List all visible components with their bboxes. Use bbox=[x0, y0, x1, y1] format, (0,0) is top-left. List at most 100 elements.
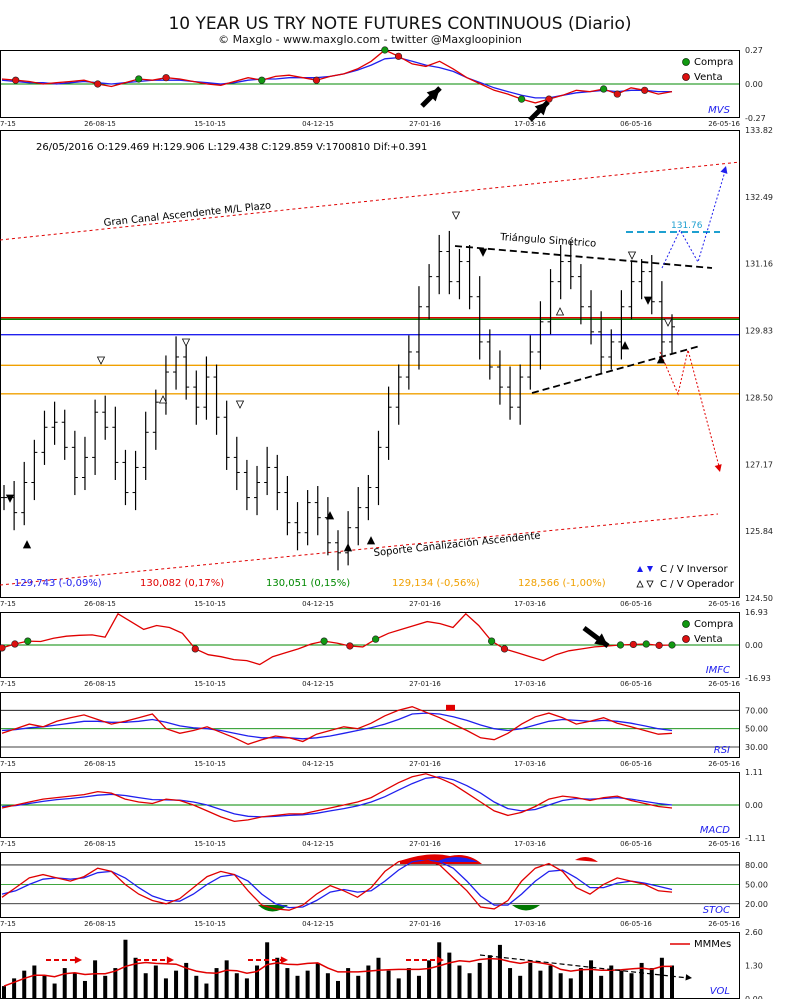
buy-marker bbox=[24, 637, 32, 645]
volume-bar bbox=[295, 975, 300, 999]
volume-bar bbox=[427, 960, 432, 999]
stoc-oversold-fill-2 bbox=[512, 905, 540, 911]
volume-bar bbox=[285, 968, 290, 999]
x-tick-label: 27-01-16 bbox=[409, 680, 441, 688]
volume-bar bbox=[356, 975, 361, 999]
sell-marker bbox=[191, 645, 199, 653]
y-tick-label: -1.11 bbox=[745, 834, 766, 843]
y-tick-label: 0.00 bbox=[745, 80, 763, 89]
y-tick-label: 80.00 bbox=[745, 861, 768, 870]
volume-bar bbox=[2, 986, 6, 999]
y-tick-label: 131.16 bbox=[745, 260, 773, 269]
stoc-blue-line bbox=[1, 859, 673, 909]
buy-marker bbox=[517, 95, 526, 103]
volume-bar bbox=[457, 965, 462, 999]
legend-sell-label: Venta bbox=[694, 634, 723, 645]
y-axis-3: 70.00 50.00 30.00 bbox=[745, 706, 768, 752]
y-tick-label: 2.60 bbox=[745, 928, 763, 937]
level-value-label: 130,051 (0,15%) bbox=[266, 578, 350, 589]
upper-channel-line bbox=[0, 161, 741, 241]
y-tick-label: 20.00 bbox=[745, 900, 768, 909]
buy-marker bbox=[616, 641, 625, 649]
buy-triangle-icon bbox=[158, 395, 168, 404]
rsi-blue-line bbox=[1, 712, 673, 740]
volume-bar bbox=[396, 978, 401, 999]
ohlc-readout: 26/05/2016 O:129.469 H:129.906 L:129.438… bbox=[36, 142, 427, 153]
sell-triangle-icon bbox=[627, 251, 637, 260]
volume-bar bbox=[589, 960, 594, 999]
sell-marker bbox=[0, 644, 6, 652]
sell-marker bbox=[11, 640, 19, 648]
x-axis-0: 7-15 26-08-15 15-10-15 04-12-15 27-01-16 17-0… bbox=[0, 120, 741, 128]
volume-bar bbox=[244, 978, 249, 999]
y-tick-label: -0.27 bbox=[745, 114, 766, 123]
buy-triangle-icon bbox=[366, 536, 376, 545]
buy-marker bbox=[488, 637, 496, 645]
volume-bar bbox=[153, 965, 158, 999]
x-tick-label: 7-15 bbox=[0, 840, 16, 848]
y-axis-6: 2.60 1.30 0.00 bbox=[745, 928, 763, 999]
y-tick-label: 125.84 bbox=[745, 527, 773, 536]
volume-bar bbox=[670, 965, 674, 999]
x-tick-label: 15-10-15 bbox=[194, 120, 226, 128]
volume-bar bbox=[629, 973, 634, 999]
volume-bar bbox=[416, 975, 421, 999]
y-tick-label: 70.00 bbox=[745, 706, 768, 715]
volume-bar bbox=[346, 968, 351, 999]
volume-bar bbox=[143, 973, 148, 999]
x-tick-label: 17-03-16 bbox=[514, 600, 546, 608]
x-tick-label: 06-05-16 bbox=[620, 920, 652, 928]
rsi-red-line bbox=[1, 706, 673, 745]
triangle-label: Triángulo Simétrico bbox=[499, 231, 597, 250]
sell-marker bbox=[346, 642, 354, 650]
volume-bar bbox=[123, 939, 128, 999]
chart-title: 10 YEAR US TRY NOTE FUTURES CONTINUOUS (… bbox=[168, 14, 632, 34]
x-tick-label: 26-05-16 bbox=[708, 680, 740, 688]
volume-bar bbox=[234, 973, 239, 999]
x-tick-label: 26-05-16 bbox=[708, 120, 740, 128]
volume-bar bbox=[548, 965, 553, 999]
y-axis-1: 133.82 132.49 131.16 129.83 128.50 127.17 125.… bbox=[745, 126, 773, 603]
volume-trend-arrow-head bbox=[685, 974, 692, 981]
x-tick-label: 04-12-15 bbox=[302, 760, 334, 768]
x-tick-label: 26-08-15 bbox=[84, 840, 116, 848]
volume-bar bbox=[406, 968, 411, 999]
y-tick-label: 0.27 bbox=[745, 46, 763, 55]
y-axis-2: 16.93 0.00 -16.93 bbox=[745, 608, 771, 683]
x-tick-label: 04-12-15 bbox=[302, 920, 334, 928]
x-tick-label: 7-15 bbox=[0, 600, 16, 608]
panel-frame-0 bbox=[0, 50, 740, 118]
rsi-overbought-fill bbox=[446, 704, 455, 711]
x-tick-label: 17-03-16 bbox=[514, 840, 546, 848]
panel-frame-5 bbox=[0, 852, 740, 918]
x-axis-3: 7-15 26-08-15 15-10-15 04-12-15 27-01-16 17-0… bbox=[0, 760, 741, 768]
inversor-sell-icon bbox=[647, 566, 653, 572]
bearish-arrow-head bbox=[714, 464, 722, 472]
legend-buy-label: Compra bbox=[694, 57, 733, 68]
sell-triangle-icon bbox=[478, 248, 488, 257]
y-tick-label: 50.00 bbox=[745, 725, 768, 734]
buy-triangle-icon bbox=[325, 511, 335, 520]
x-tick-label: 26-08-15 bbox=[84, 120, 116, 128]
x-tick-label: 7-15 bbox=[0, 920, 16, 928]
sell-dot-icon bbox=[682, 73, 690, 81]
volume-bar bbox=[659, 957, 664, 999]
volume-bar bbox=[386, 970, 391, 999]
panel-frame-4 bbox=[0, 772, 740, 838]
buy-sell-legend-0: Compra Venta bbox=[682, 57, 733, 83]
volume-bar bbox=[437, 942, 442, 999]
volume-bar bbox=[376, 957, 381, 999]
level-value-label: 129,743 (-0,09%) bbox=[14, 578, 102, 589]
volume-bar bbox=[639, 962, 644, 999]
indicator-name-2: IMFC bbox=[706, 665, 730, 676]
x-tick-label: 26-08-15 bbox=[84, 920, 116, 928]
x-tick-label: 17-03-16 bbox=[514, 120, 546, 128]
sell-marker bbox=[545, 95, 553, 103]
x-tick-label: 15-10-15 bbox=[194, 840, 226, 848]
volume-bar bbox=[325, 973, 330, 999]
x-tick-label: 04-12-15 bbox=[302, 120, 334, 128]
operador-buy-icon bbox=[636, 580, 644, 588]
level-values-row: 129,743 (-0,09%) 130,082 (0,17%) 130,051 (… bbox=[14, 578, 606, 589]
level-value-label: 130,082 (0,17%) bbox=[140, 578, 224, 589]
buy-triangle-icon bbox=[343, 543, 353, 552]
